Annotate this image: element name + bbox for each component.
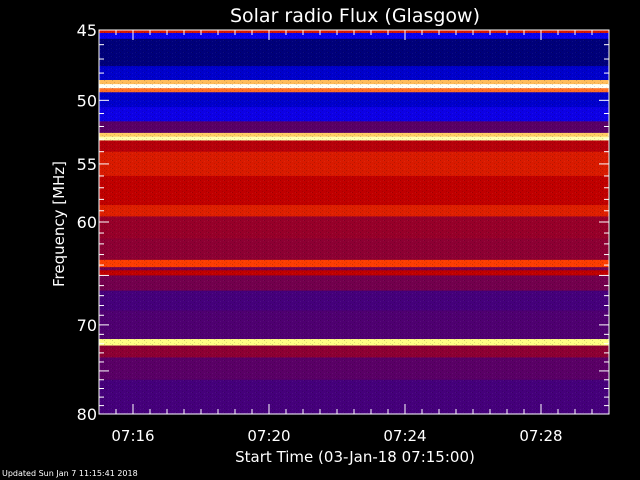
updated-timestamp: Updated Sun Jan 7 11:15:41 2018 xyxy=(2,469,138,478)
y-tick-label: 70 xyxy=(77,316,97,335)
heatmap-texture xyxy=(99,30,609,414)
y-tick-label: 50 xyxy=(77,91,97,110)
plot-axes: 07:16 07:20 07:24 07:28 45 50 55 60 70 80 xyxy=(77,21,610,445)
x-tick-label: 07:20 xyxy=(247,427,290,445)
y-axis-label: Frequency [MHz] xyxy=(50,161,68,287)
y-tick-label: 55 xyxy=(77,155,97,174)
x-tick-label: 07:16 xyxy=(111,427,154,445)
x-tick-label: 07:24 xyxy=(383,427,426,445)
y-tick-label: 60 xyxy=(77,213,97,232)
y-tick-label: 45 xyxy=(77,21,97,40)
x-tick-label: 07:28 xyxy=(519,427,562,445)
y-tick-label: 80 xyxy=(77,405,97,424)
x-axis-label: Start Time (03-Jan-18 07:15:00) xyxy=(235,448,475,466)
chart-title: Solar radio Flux (Glasgow) xyxy=(230,5,480,27)
